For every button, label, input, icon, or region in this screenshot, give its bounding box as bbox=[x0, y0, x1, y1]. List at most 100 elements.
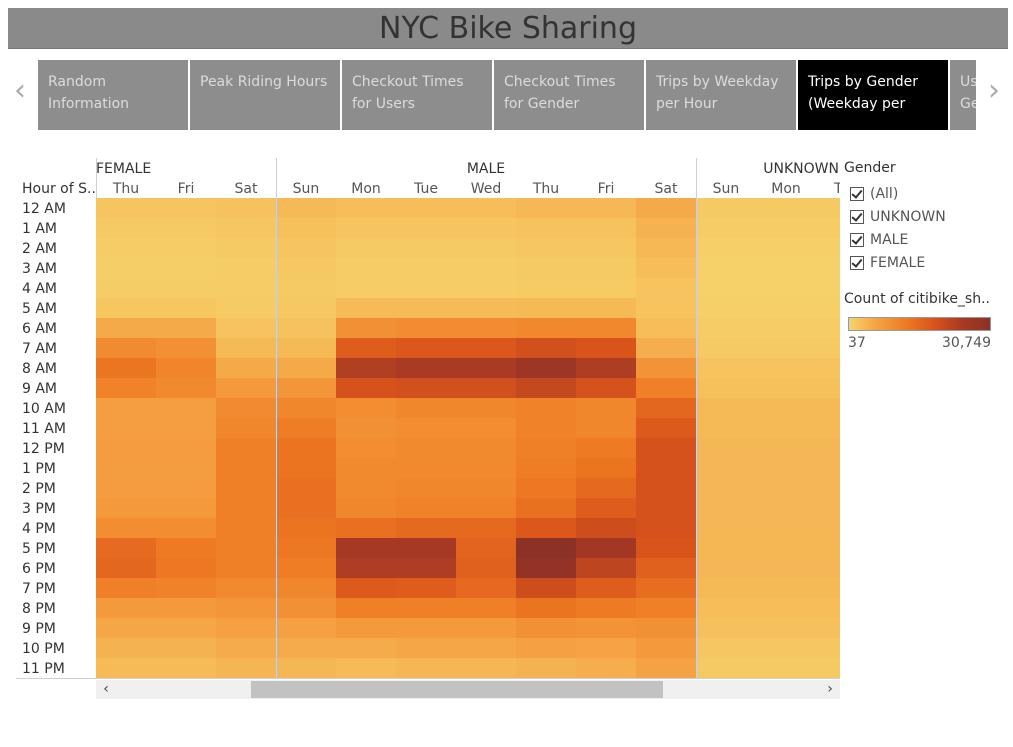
heatmap-cell bbox=[96, 598, 156, 618]
heatmap-cell bbox=[756, 338, 816, 358]
gender-filter-label: UNKNOWN bbox=[870, 208, 946, 225]
checkbox-checked-icon[interactable] bbox=[850, 209, 864, 224]
heatmap-cell bbox=[456, 238, 516, 258]
heatmap-cell bbox=[396, 518, 456, 538]
story-tab[interactable]: Checkout Times for Gender bbox=[494, 60, 644, 130]
heatmap-cell bbox=[456, 218, 516, 238]
heatmap-cell bbox=[816, 638, 840, 658]
dashboard-title: NYC Bike Sharing bbox=[8, 8, 1008, 49]
heatmap-cell bbox=[696, 358, 756, 378]
heatmap-cell bbox=[516, 298, 576, 318]
gender-filter-item[interactable]: (All) bbox=[844, 182, 1004, 205]
story-tab-label-line2: for Users bbox=[352, 96, 415, 112]
heatmap-cell bbox=[636, 198, 696, 218]
story-tab[interactable]: Peak Riding Hours bbox=[190, 60, 340, 130]
heatmap-cell bbox=[756, 658, 816, 678]
heatmap-cell bbox=[96, 558, 156, 578]
story-tab[interactable]: Random Information bbox=[38, 60, 188, 130]
heatmap-cell bbox=[516, 318, 576, 338]
row-header-label: Hour of S.. bbox=[22, 181, 96, 197]
heatmap-cell bbox=[216, 578, 276, 598]
heatmap-cell bbox=[276, 198, 336, 218]
heatmap-cell bbox=[156, 198, 216, 218]
heatmap-cell bbox=[636, 418, 696, 438]
heatmap-cell bbox=[336, 618, 396, 638]
heatmap-cell bbox=[456, 598, 516, 618]
heatmap-cell bbox=[336, 318, 396, 338]
heatmap-cell bbox=[636, 498, 696, 518]
heatmap-cell bbox=[636, 398, 696, 418]
scroll-right-button[interactable]: › bbox=[827, 681, 833, 697]
heatmap-cell bbox=[216, 218, 276, 238]
column-header-label: Sun bbox=[713, 181, 740, 197]
column-header-label: Sat bbox=[655, 181, 678, 197]
scroll-left-button[interactable]: ‹ bbox=[103, 681, 109, 697]
heatmap-cell bbox=[456, 558, 516, 578]
heatmap-cell bbox=[816, 258, 840, 278]
heatmap-cell bbox=[516, 618, 576, 638]
story-tab[interactable]: Us Ge bbox=[950, 60, 976, 130]
story-tab[interactable]: Trips by Gender (Weekday per bbox=[798, 60, 948, 130]
row-label: 12 AM bbox=[22, 201, 66, 217]
checkbox-checked-icon[interactable] bbox=[850, 232, 864, 247]
heatmap-cell bbox=[636, 558, 696, 578]
heatmap-cell bbox=[696, 458, 756, 478]
heatmap-cell bbox=[456, 298, 516, 318]
heatmap-cell bbox=[216, 498, 276, 518]
heatmap-cell bbox=[216, 398, 276, 418]
gender-filter-item[interactable]: MALE bbox=[844, 228, 1004, 251]
heatmap-cell bbox=[816, 278, 840, 298]
heatmap-cell bbox=[696, 638, 756, 658]
gender-filter-item[interactable]: UNKNOWN bbox=[844, 205, 1004, 228]
heatmap-cell bbox=[216, 418, 276, 438]
row-label: 5 AM bbox=[22, 301, 57, 317]
heatmap-cell bbox=[216, 298, 276, 318]
heatmap-cell bbox=[96, 218, 156, 238]
story-navigator: ‹ Random Information Peak Riding Hours Chec… bbox=[0, 58, 1013, 132]
heatmap-cell bbox=[216, 538, 276, 558]
story-tab[interactable]: Trips by Weekday per Hour bbox=[646, 60, 796, 130]
heatmap-cell bbox=[156, 338, 216, 358]
gender-filter-item[interactable]: FEMALE bbox=[844, 251, 1004, 274]
heatmap-cell bbox=[156, 238, 216, 258]
row-label: 2 AM bbox=[22, 241, 57, 257]
heatmap-cell bbox=[756, 618, 816, 638]
heatmap-cell bbox=[396, 298, 456, 318]
previous-story-point-button[interactable]: ‹ bbox=[14, 73, 26, 108]
heatmap-cell bbox=[336, 338, 396, 358]
heatmap-cell bbox=[636, 578, 696, 598]
column-header-label: Thu bbox=[532, 181, 559, 197]
heatmap-cell bbox=[636, 378, 696, 398]
heatmap-cell bbox=[336, 638, 396, 658]
checkbox-checked-icon[interactable] bbox=[850, 255, 864, 270]
heatmap-cell bbox=[216, 458, 276, 478]
heatmap-cell bbox=[516, 598, 576, 618]
heatmap-cell bbox=[756, 278, 816, 298]
heatmap-cell bbox=[696, 518, 756, 538]
heatmap-cell bbox=[516, 198, 576, 218]
heatmap-cell bbox=[636, 298, 696, 318]
heatmap-cell bbox=[756, 438, 816, 458]
horizontal-scrollbar[interactable]: ‹ › bbox=[96, 680, 840, 699]
checkbox-checked-icon[interactable] bbox=[850, 186, 864, 201]
heatmap-cell bbox=[756, 398, 816, 418]
scrollbar-thumb[interactable] bbox=[251, 681, 663, 698]
heatmap-cell bbox=[456, 538, 516, 558]
heatmap-cell bbox=[216, 658, 276, 678]
heatmap-cell bbox=[516, 638, 576, 658]
next-story-point-button[interactable]: › bbox=[988, 73, 1000, 108]
story-tab[interactable]: Checkout Times for Users bbox=[342, 60, 492, 130]
heatmap-cell bbox=[96, 438, 156, 458]
story-tab-label-line1: Trips by Weekday bbox=[656, 74, 779, 90]
row-label: 3 PM bbox=[22, 501, 56, 517]
heatmap-cell bbox=[816, 338, 840, 358]
heatmap-cell bbox=[696, 198, 756, 218]
heatmap-cell bbox=[816, 318, 840, 338]
heatmap-cell bbox=[216, 338, 276, 358]
heatmap-cell bbox=[456, 258, 516, 278]
row-label: 8 PM bbox=[22, 601, 56, 617]
heatmap-cell bbox=[696, 258, 756, 278]
heatmap-cell bbox=[276, 558, 336, 578]
heatmap-cell bbox=[156, 398, 216, 418]
row-label: 5 PM bbox=[22, 541, 56, 557]
